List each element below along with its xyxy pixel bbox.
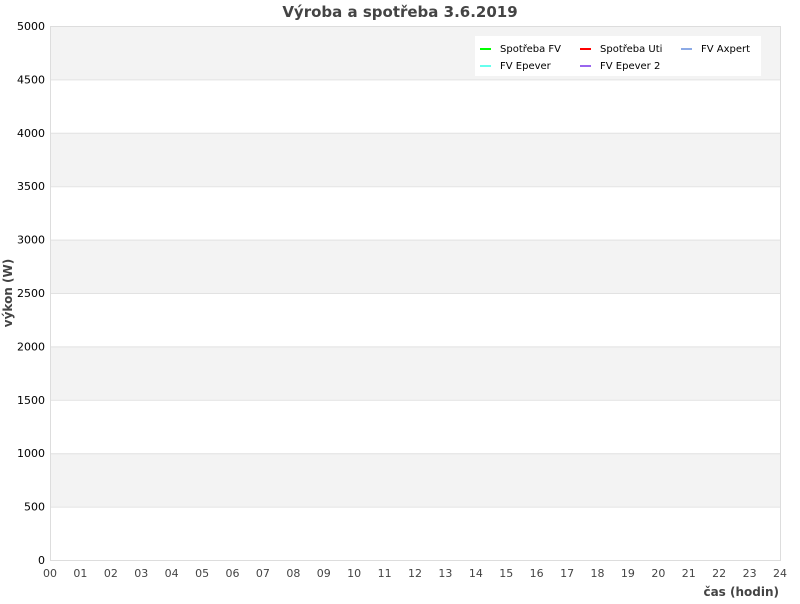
x-tick-label: 04 <box>165 567 179 580</box>
legend-label: Spotřeba Uti <box>600 43 662 55</box>
x-tick-label: 22 <box>712 567 726 580</box>
x-tick-label: 01 <box>73 567 87 580</box>
x-tick-label: 09 <box>317 567 331 580</box>
y-tick-label: 1500 <box>17 394 45 407</box>
grid-band <box>50 293 780 347</box>
x-tick-label: 03 <box>134 567 148 580</box>
x-tick-label: 23 <box>743 567 757 580</box>
x-tick-label: 19 <box>621 567 635 580</box>
y-axis-label: výkon (W) <box>1 259 15 327</box>
y-tick-label: 500 <box>24 501 45 514</box>
chart-title: Výroba a spotřeba 3.6.2019 <box>282 3 517 21</box>
grid-band <box>50 132 780 187</box>
legend-item[interactable]: FV Epever 2 <box>580 61 660 72</box>
y-tick-label: 2000 <box>17 340 45 353</box>
grid-band <box>50 186 780 240</box>
y-tick-label: 2500 <box>17 287 45 300</box>
x-tick-label: 05 <box>195 567 209 580</box>
y-tick-label: 4500 <box>17 73 45 86</box>
legend-item[interactable]: FV Axpert <box>681 44 750 55</box>
y-tick-label: 5000 <box>17 20 45 33</box>
legend-item[interactable]: FV Epever <box>480 61 552 72</box>
grid-band <box>50 506 780 560</box>
y-tick-label: 1000 <box>17 447 45 460</box>
x-tick-label: 14 <box>469 567 483 580</box>
x-tick-label: 02 <box>104 567 118 580</box>
legend: Spotřeba FV Spotřeba Uti FV Axpert FV Epeve… <box>475 36 761 76</box>
x-tick-label: 11 <box>378 567 392 580</box>
x-tick-label: 12 <box>408 567 422 580</box>
x-tick-label: 24 <box>773 567 787 580</box>
legend-label: FV Epever <box>500 61 552 72</box>
x-tick-label: 06 <box>226 567 240 580</box>
x-tick-label: 21 <box>682 567 696 580</box>
legend-label: Spotřeba FV <box>500 43 561 55</box>
legend-item[interactable]: Spotřeba FV <box>480 43 561 55</box>
x-tick-label: 13 <box>438 567 452 580</box>
x-tick-label: 16 <box>530 567 544 580</box>
legend-label: FV Axpert <box>701 44 750 55</box>
legend-item[interactable]: Spotřeba Uti <box>580 43 662 55</box>
legend-label: FV Epever 2 <box>600 61 660 72</box>
x-axis-label: čas (hodin) <box>703 585 779 599</box>
grid-band <box>50 453 780 507</box>
x-tick-label: 10 <box>347 567 361 580</box>
grid-band <box>50 79 780 133</box>
grid-band <box>50 399 780 454</box>
x-tick-label: 18 <box>591 567 605 580</box>
x-tick-label: 07 <box>256 567 270 580</box>
x-tick-label: 20 <box>651 567 665 580</box>
x-tick-label: 00 <box>43 567 57 580</box>
grid-band <box>50 346 780 400</box>
y-tick-label: 4000 <box>17 127 45 140</box>
x-tick-label: 15 <box>499 567 513 580</box>
x-tick-label: 17 <box>560 567 574 580</box>
y-tick-label: 3000 <box>17 234 45 247</box>
grid-band <box>50 239 780 293</box>
x-tick-label: 08 <box>286 567 300 580</box>
y-tick-label: 0 <box>38 554 45 567</box>
plot-frame <box>50 26 781 561</box>
y-tick-label: 3500 <box>17 180 45 193</box>
